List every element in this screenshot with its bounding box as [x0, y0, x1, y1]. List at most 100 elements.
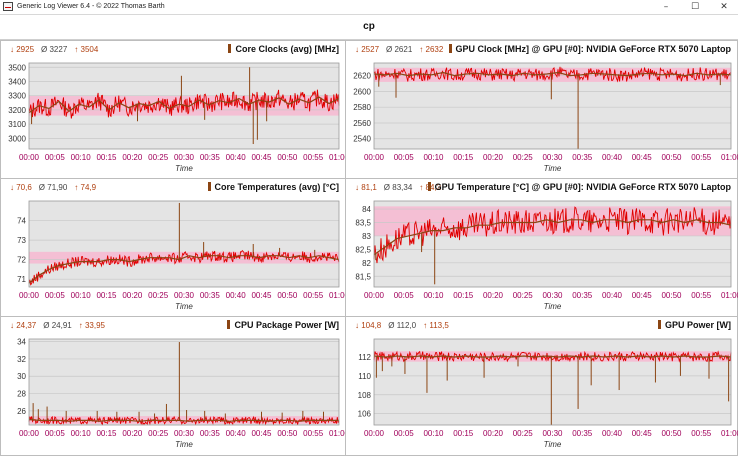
x-tick-label: 01:00: [721, 429, 738, 438]
close-icon[interactable]: ✕: [720, 2, 728, 12]
stat-max: ↑ 3504: [74, 45, 99, 54]
plot-border: [373, 62, 732, 150]
stat-avg: Ø 112,0: [388, 321, 417, 330]
x-tick-label: 00:10: [423, 291, 444, 300]
legend-marker: [657, 320, 661, 329]
x-tick-label: 01:00: [721, 291, 738, 300]
legend-marker: [448, 44, 452, 53]
maximize-icon[interactable]: ☐: [690, 2, 700, 12]
x-tick-label: 00:45: [251, 429, 272, 438]
chart-panel: ↓ 2925 Ø 3227 ↑ 3504 Core Clocks (avg) [MHz…: [0, 40, 347, 180]
minimize-icon[interactable]: –: [663, 2, 669, 12]
y-tick-label: 2560: [353, 119, 371, 128]
y-tick-label: 3300: [8, 92, 26, 101]
x-tick-label: 00:05: [45, 153, 66, 162]
x-tick-label: 00:35: [200, 153, 221, 162]
stat-min: ↓ 70,6: [10, 183, 32, 192]
y-tick-label: 2600: [353, 87, 371, 96]
y-tick-label: 73: [17, 236, 26, 245]
x-tick-label: 00:40: [602, 153, 623, 162]
x-tick-label: 00:20: [483, 429, 504, 438]
average-line: [373, 71, 732, 77]
chart-panel: ↓ 24,37 Ø 24,91 ↑ 33,95 CPU Package Power […: [0, 316, 347, 456]
y-tick-label: 28: [17, 390, 26, 399]
chart-grid: ↓ 2925 Ø 3227 ↑ 3504 Core Clocks (avg) [MHz…: [0, 40, 738, 457]
stat-avg: Ø 2621: [386, 45, 413, 54]
y-tick-label: 3400: [8, 77, 26, 86]
x-tick-label: 00:20: [122, 291, 143, 300]
y-tick-label: 74: [17, 217, 26, 226]
chart-stats: ↓ 70,6 Ø 71,90 ↑ 74,9: [10, 183, 103, 192]
y-tick-label: 2580: [353, 103, 371, 112]
x-tick-label: 00:15: [453, 429, 474, 438]
x-tick-label: 00:25: [148, 429, 169, 438]
x-tick-label: 00:50: [277, 429, 298, 438]
x-tick-label: 00:25: [148, 291, 169, 300]
x-tick-label: 00:15: [96, 429, 117, 438]
x-tick-label: 00:10: [71, 291, 92, 300]
x-tick-label: 01:00: [329, 429, 347, 438]
plot-area: [29, 201, 339, 287]
plot-border: [28, 200, 340, 288]
stat-avg: Ø 3227: [41, 45, 68, 54]
x-tick-label: 00:50: [277, 291, 298, 300]
chart-panel: ↓ 70,6 Ø 71,90 ↑ 74,9 Core Temperatures (av…: [0, 178, 347, 318]
series-line: [28, 415, 340, 426]
stat-min: ↓ 81,1: [355, 183, 377, 192]
x-tick-label: 00:40: [226, 429, 247, 438]
x-tick-label: 00:05: [394, 291, 415, 300]
y-tick-label: 110: [358, 372, 371, 381]
legend-marker: [227, 320, 231, 329]
chart-svg: 26 28 30 32 34 00:00 00:05 00:10 00:15 00:20 00:25…: [17, 338, 347, 449]
x-tick-label: 00:05: [45, 429, 66, 438]
x-tick-label: 00:25: [148, 153, 169, 162]
x-tick-label: 00:45: [632, 429, 653, 438]
chart-stats: ↓ 24,37 Ø 24,91 ↑ 33,95: [10, 321, 112, 330]
x-tick-label: 00:35: [200, 429, 221, 438]
legend-marker: [427, 182, 431, 191]
chart-title: GPU Power [W]: [657, 320, 731, 330]
chart-title-text: GPU Temperature [°C] @ GPU [#0]: NVIDIA …: [434, 182, 731, 192]
window-title: Generic Log Viewer 6.4 - © 2022 Thomas B…: [17, 3, 165, 10]
x-tick-label: 00:50: [661, 153, 682, 162]
x-tick-label: 00:45: [251, 291, 272, 300]
stat-max: ↑ 33,95: [78, 321, 105, 330]
y-tick-label: 81,5: [355, 272, 371, 281]
chart-title: GPU Temperature [°C] @ GPU [#0]: NVIDIA …: [427, 182, 731, 192]
x-tick-label: 00:35: [572, 429, 593, 438]
average-line: [373, 219, 732, 256]
page-title: cp: [0, 15, 738, 40]
x-tick-label: 01:00: [329, 291, 347, 300]
x-tick-label: 00:30: [174, 429, 195, 438]
average-line: [28, 418, 339, 422]
x-tick-label: 00:00: [19, 153, 40, 162]
y-tick-label: 71: [17, 275, 26, 284]
chart-panel: ↓ 104,8 Ø 112,0 ↑ 113,5 GPU Power [W] 106 108…: [345, 316, 738, 456]
x-tick-label: 00:25: [513, 291, 534, 300]
x-tick-label: 00:30: [542, 153, 563, 162]
stat-min: ↓ 104,8: [355, 321, 382, 330]
x-tick-label: 00:10: [71, 429, 92, 438]
x-tick-label: 00:30: [174, 153, 195, 162]
y-tick-label: 34: [17, 338, 26, 347]
y-tick-label: 3500: [8, 63, 26, 72]
app-icon: [3, 2, 13, 11]
x-tick-label: 00:30: [542, 291, 563, 300]
x-tick-label: 00:40: [226, 291, 247, 300]
x-tick-label: 00:10: [423, 153, 444, 162]
chart-title: Core Clocks (avg) [MHz]: [228, 44, 339, 54]
x-tick-label: 00:55: [303, 291, 324, 300]
x-tick-label: 00:00: [19, 291, 40, 300]
x-tick-label: 00:45: [251, 153, 272, 162]
x-tick-label: 00:00: [364, 291, 385, 300]
x-tick-label: 00:00: [364, 153, 385, 162]
x-tick-label: 00:50: [277, 153, 298, 162]
y-tick-label: 83: [362, 232, 371, 241]
x-tick-label: 00:45: [632, 291, 653, 300]
x-tick-label: 00:15: [96, 291, 117, 300]
x-tick-label: 00:55: [303, 429, 324, 438]
x-tick-label: 00:30: [174, 291, 195, 300]
stat-min: ↓ 2527: [355, 45, 380, 54]
y-tick-label: 72: [17, 256, 26, 265]
stat-max: ↑ 2632: [419, 45, 444, 54]
